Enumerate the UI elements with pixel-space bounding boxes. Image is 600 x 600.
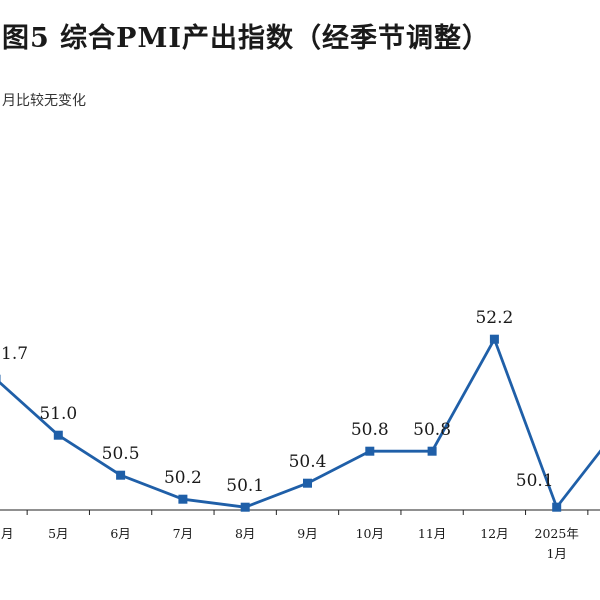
data-label: 50.4 xyxy=(289,452,327,472)
chart-title: 图5 综合PMI产出指数（经季节调整） xyxy=(2,23,491,54)
data-point xyxy=(116,470,126,480)
x-tick-label: 11月 xyxy=(418,526,446,541)
x-tick-label: 6月 xyxy=(110,526,130,541)
x-tick-label: 9月 xyxy=(297,526,317,541)
x-tick-label: 月 xyxy=(1,526,14,541)
data-point xyxy=(0,374,1,384)
x-tick-label: 8月 xyxy=(235,526,255,541)
x-tick-label: 10月 xyxy=(356,526,384,541)
x-tick-label: 5月 xyxy=(48,526,68,541)
data-label: 50.8 xyxy=(351,420,389,440)
data-point xyxy=(178,494,188,504)
x-tick-label: 12月 xyxy=(480,526,508,541)
data-label: 50.1 xyxy=(226,476,264,496)
data-point xyxy=(552,502,562,512)
x-tick-label: 2025年 1月 xyxy=(535,526,579,561)
data-point xyxy=(53,430,63,440)
data-label: 50.1 xyxy=(516,471,554,491)
data-point xyxy=(303,478,312,488)
data-label: 50.2 xyxy=(164,468,202,488)
chart-subtitle: 月比较无变化 xyxy=(2,93,86,109)
data-label: 1.7 xyxy=(1,344,28,364)
x-tick-label: 7月 xyxy=(173,526,193,541)
data-point xyxy=(365,446,375,456)
data-label: 51.0 xyxy=(39,404,77,424)
data-point xyxy=(240,502,250,512)
data-point xyxy=(427,446,437,456)
series-line xyxy=(0,337,600,509)
data-point xyxy=(489,334,499,344)
data-label: 50.8 xyxy=(413,420,451,440)
data-label: 50.5 xyxy=(102,444,140,464)
data-label: 52.2 xyxy=(475,308,513,328)
